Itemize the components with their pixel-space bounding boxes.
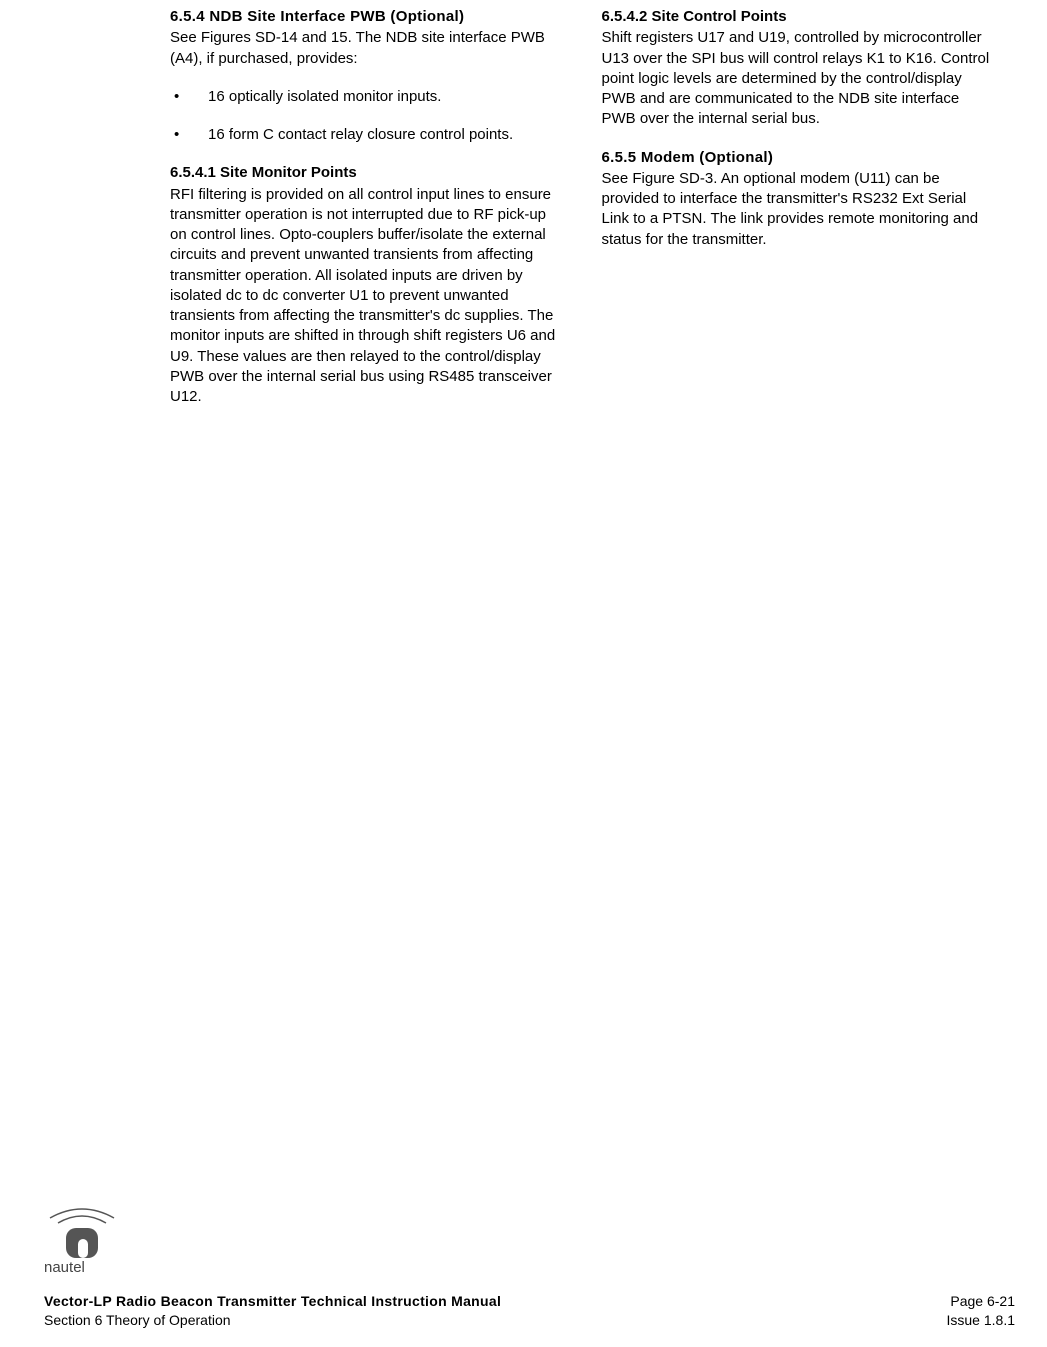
footer-title: Vector-LP Radio Beacon Transmitter Techn… xyxy=(44,1292,501,1311)
para-6-5-4-2: Shift registers U17 and U19, controlled … xyxy=(602,28,996,129)
heading-6-5-5: 6.5.5 Modem (Optional) xyxy=(602,148,996,168)
footer-page: Page 6-21 xyxy=(950,1292,1015,1311)
footer-line-1: Vector-LP Radio Beacon Transmitter Techn… xyxy=(44,1292,1015,1311)
nautel-logo-icon xyxy=(44,1206,122,1260)
bullet-list: 16 optically isolated monitor inputs. 16… xyxy=(170,87,564,146)
footer-issue: Issue 1.8.1 xyxy=(947,1311,1016,1330)
heading-6-5-4: 6.5.4 NDB Site Interface PWB (Optional) xyxy=(170,7,564,27)
para-6-5-4: See Figures SD-14 and 15. The NDB site i… xyxy=(170,28,564,69)
heading-6-5-4-2: 6.5.4.2 Site Control Points xyxy=(602,7,996,27)
list-item: 16 optically isolated monitor inputs. xyxy=(172,87,564,107)
page-footer: nautel Vector-LP Radio Beacon Transmitte… xyxy=(44,1206,1015,1330)
list-item: 16 form C contact relay closure control … xyxy=(172,125,564,145)
heading-6-5-4-1: 6.5.4.1 Site Monitor Points xyxy=(170,163,564,183)
left-column: 6.5.4 NDB Site Interface PWB (Optional) … xyxy=(44,7,564,425)
logo: nautel xyxy=(44,1206,1015,1278)
para-6-5-5: See Figure SD-3. An optional modem (U11)… xyxy=(602,169,996,250)
right-column: 6.5.4.2 Site Control Points Shift regist… xyxy=(602,7,1016,425)
content-columns: 6.5.4 NDB Site Interface PWB (Optional) … xyxy=(44,7,1015,425)
footer-section: Section 6 Theory of Operation xyxy=(44,1311,231,1330)
footer-line-2: Section 6 Theory of Operation Issue 1.8.… xyxy=(44,1311,1015,1330)
para-6-5-4-1: RFI filtering is provided on all control… xyxy=(170,185,564,408)
logo-text: nautel xyxy=(44,1258,1015,1278)
